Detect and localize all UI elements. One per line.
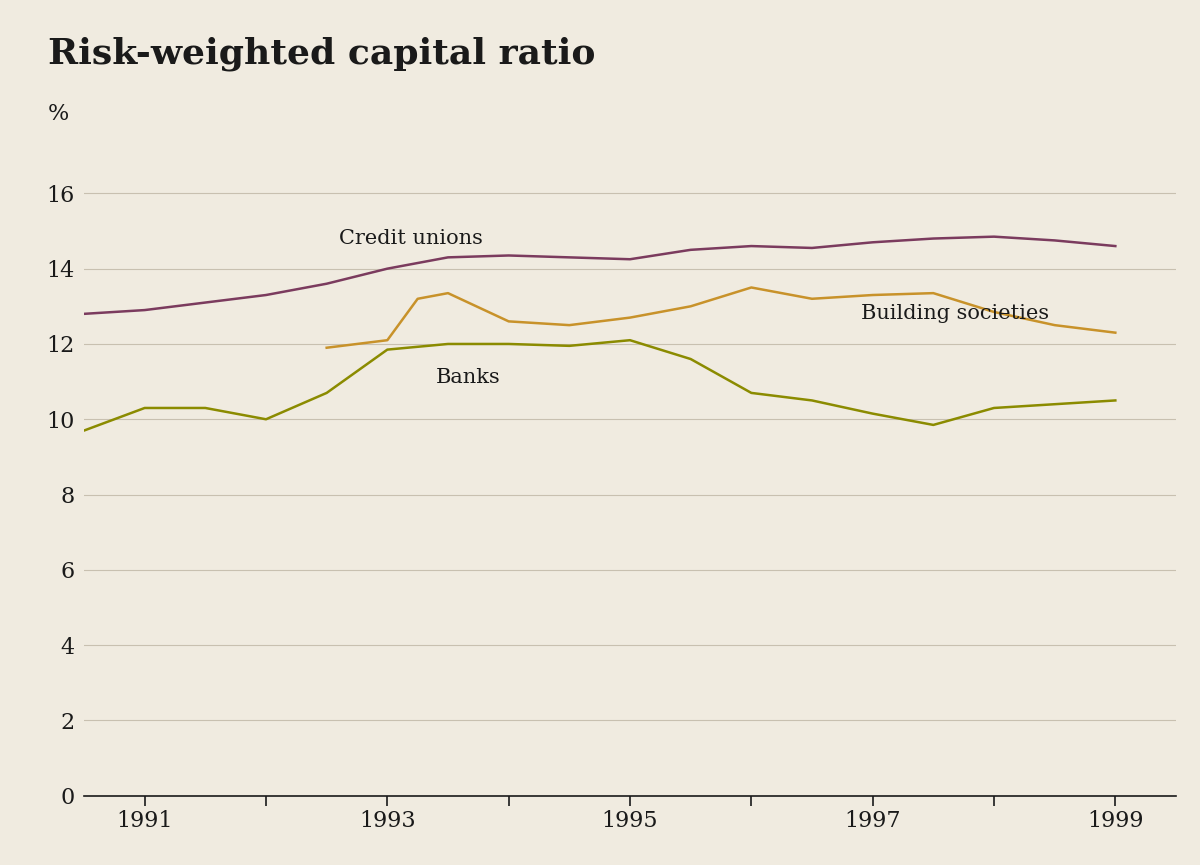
Text: Banks: Banks <box>436 368 500 388</box>
Text: Risk-weighted capital ratio: Risk-weighted capital ratio <box>48 36 595 71</box>
Text: Credit unions: Credit unions <box>338 229 482 248</box>
Text: %: % <box>48 103 70 125</box>
Text: Building societies: Building societies <box>860 304 1049 324</box>
